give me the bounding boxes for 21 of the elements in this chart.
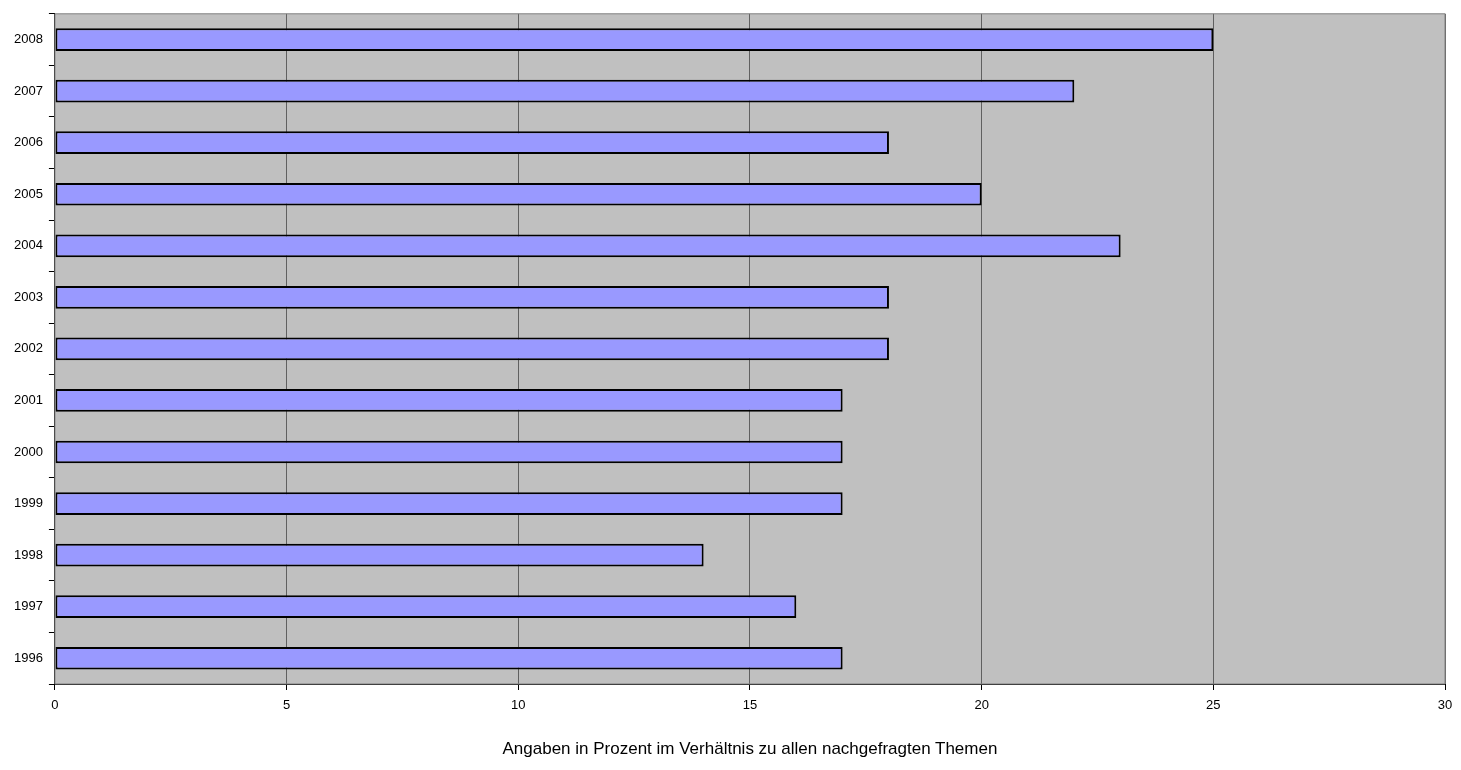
y-tick-label: 2005 — [14, 185, 43, 201]
x-axis-title: Angaben in Prozent im Verhältnis zu allen nachgefragten Themen — [502, 739, 998, 759]
y-tick-label: 1998 — [14, 546, 43, 562]
x-tick-label: 10 — [511, 697, 526, 713]
y-tick-label: 2000 — [14, 443, 43, 459]
y-tick-label: 1999 — [14, 495, 43, 511]
y-tick-label: 1997 — [14, 598, 43, 614]
x-tick-label: 5 — [282, 697, 291, 713]
y-tick-label: 2003 — [14, 288, 43, 304]
y-tick-label: 2007 — [14, 82, 43, 98]
x-tick-label: 25 — [1206, 697, 1221, 713]
x-tick-label: 30 — [1437, 697, 1453, 713]
y-tick-label: 2001 — [14, 392, 43, 408]
x-tick-label: 15 — [742, 697, 758, 713]
x-tick-label: 0 — [51, 697, 59, 713]
y-tick-label: 2004 — [14, 237, 43, 253]
y-tick-label: 2006 — [14, 134, 43, 150]
y-tick-label: 1996 — [14, 649, 43, 665]
y-tick-label: 2002 — [14, 340, 43, 356]
y-tick-label: 2008 — [14, 31, 43, 47]
x-tick-label: 20 — [974, 697, 989, 713]
